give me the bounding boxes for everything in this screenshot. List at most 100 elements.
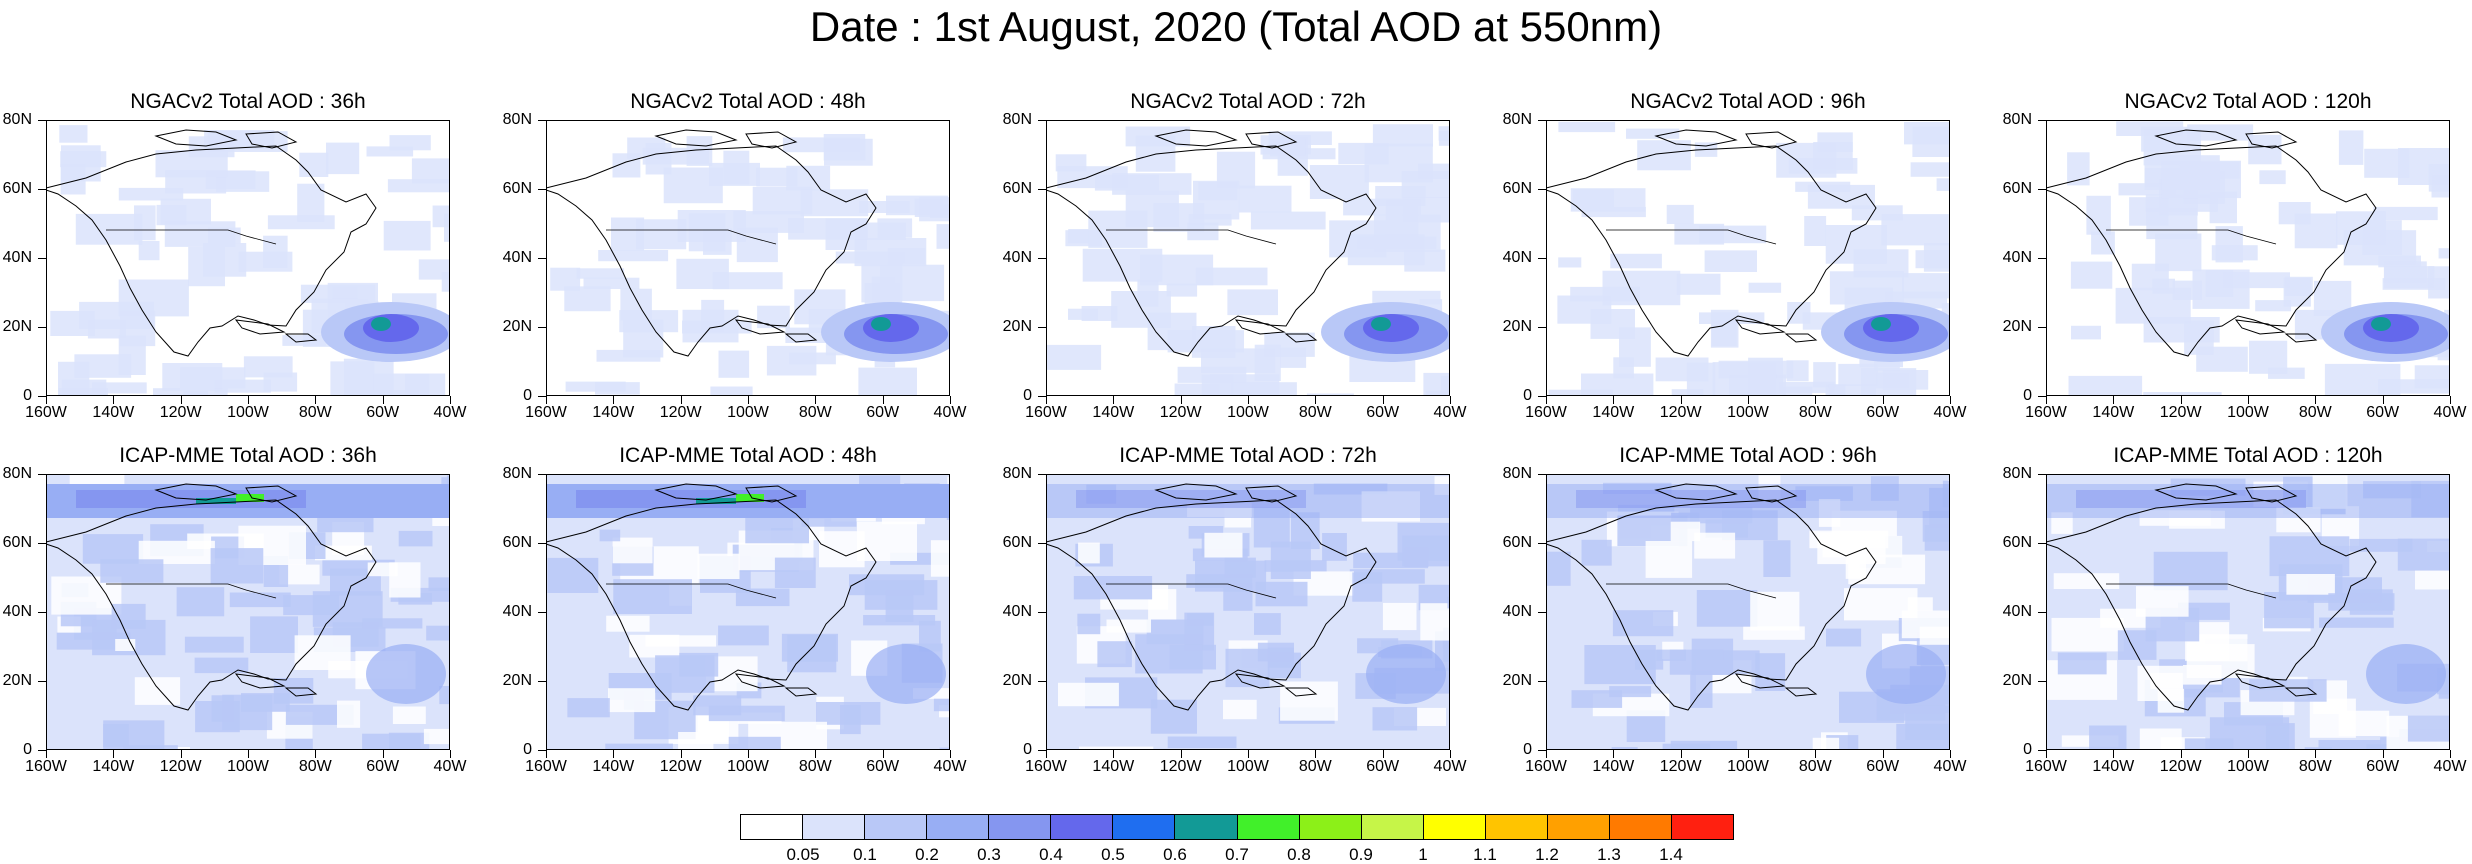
longitude-tick-label: 40W (920, 758, 980, 776)
longitude-tick (950, 396, 951, 404)
longitude-tick (546, 396, 547, 404)
longitude-tick-label: 160W (1016, 758, 1076, 776)
latitude-tick-label: 40N (500, 250, 532, 266)
latitude-tick (1038, 612, 1046, 613)
latitude-tick-label: 20N (500, 673, 532, 689)
longitude-tick (1383, 396, 1384, 404)
latitude-tick-label: 60N (2000, 181, 2032, 197)
longitude-tick-label: 40W (1420, 404, 1480, 422)
longitude-tick-label: 60W (1853, 404, 1913, 422)
latitude-tick-label: 0 (0, 742, 32, 758)
longitude-tick-label: 60W (853, 758, 913, 776)
latitude-tick (1538, 120, 1546, 121)
latitude-tick-label: 0 (2000, 742, 2032, 758)
latitude-tick (1538, 612, 1546, 613)
latitude-tick (538, 543, 546, 544)
longitude-tick (450, 396, 451, 404)
longitude-tick (1450, 750, 1451, 758)
longitude-tick-label: 40W (920, 404, 980, 422)
longitude-tick-label: 60W (1353, 758, 1413, 776)
latitude-tick-label: 80N (2000, 112, 2032, 128)
panel-title: NGACv2 Total AOD : 96h (1546, 90, 1950, 114)
colorbar-swatch (1300, 815, 1362, 839)
map-frame (46, 474, 450, 750)
longitude-tick (748, 396, 749, 404)
latitude-tick (1538, 327, 1546, 328)
colorbar-swatch (1113, 815, 1175, 839)
map-frame (1546, 120, 1950, 396)
longitude-tick-label: 40W (420, 758, 480, 776)
colorbar-label: 0.1 (835, 846, 895, 864)
longitude-tick-label: 160W (2016, 758, 2076, 776)
colorbar-label: 0.2 (897, 846, 957, 864)
map-frame (1046, 474, 1450, 750)
latitude-tick-label: 20N (1500, 319, 1532, 335)
longitude-tick (1748, 396, 1749, 404)
longitude-tick (883, 396, 884, 404)
longitude-tick-label: 120W (1651, 758, 1711, 776)
latitude-tick-label: 20N (500, 319, 532, 335)
latitude-tick (538, 396, 546, 397)
colorbar-label: 0.6 (1145, 846, 1205, 864)
longitude-tick (1181, 750, 1182, 758)
latitude-tick (38, 396, 46, 397)
colorbar-label: 0.9 (1331, 846, 1391, 864)
latitude-tick-label: 20N (2000, 319, 2032, 335)
longitude-tick-label: 80W (2285, 758, 2345, 776)
latitude-tick-label: 0 (1500, 742, 1532, 758)
longitude-tick-label: 160W (1016, 404, 1076, 422)
longitude-tick-label: 120W (2151, 758, 2211, 776)
latitude-tick-label: 60N (1000, 535, 1032, 551)
longitude-tick-label: 120W (1151, 404, 1211, 422)
longitude-tick-label: 80W (2285, 404, 2345, 422)
latitude-tick (1538, 396, 1546, 397)
latitude-tick (1038, 189, 1046, 190)
latitude-tick (1538, 258, 1546, 259)
latitude-tick-label: 20N (1000, 673, 1032, 689)
longitude-tick-label: 100W (1718, 404, 1778, 422)
latitude-tick (1538, 474, 1546, 475)
latitude-tick-label: 40N (0, 250, 32, 266)
longitude-tick (1883, 750, 1884, 758)
longitude-tick (681, 396, 682, 404)
longitude-tick-label: 160W (1516, 404, 1576, 422)
longitude-tick-label: 120W (1651, 404, 1711, 422)
longitude-tick-label: 160W (16, 758, 76, 776)
map-frame (2046, 474, 2450, 750)
latitude-tick-label: 60N (1500, 181, 1532, 197)
longitude-tick (1315, 396, 1316, 404)
longitude-tick-label: 100W (218, 404, 278, 422)
latitude-tick-label: 0 (500, 388, 532, 404)
latitude-tick-label: 40N (2000, 604, 2032, 620)
longitude-tick (815, 750, 816, 758)
longitude-tick (613, 750, 614, 758)
latitude-tick-label: 20N (2000, 673, 2032, 689)
colorbar-swatch (1238, 815, 1300, 839)
panel-title: NGACv2 Total AOD : 48h (546, 90, 950, 114)
longitude-tick (1546, 396, 1547, 404)
latitude-tick-label: 60N (500, 181, 532, 197)
longitude-tick (2450, 396, 2451, 404)
colorbar-swatch (1610, 815, 1672, 839)
panel-title: ICAP-MME Total AOD : 96h (1546, 444, 1950, 468)
latitude-tick (38, 543, 46, 544)
longitude-tick-label: 100W (718, 758, 778, 776)
colorbar-label: 0.8 (1269, 846, 1329, 864)
longitude-tick (46, 396, 47, 404)
longitude-tick-label: 120W (651, 758, 711, 776)
latitude-tick (1038, 750, 1046, 751)
latitude-tick-label: 0 (0, 388, 32, 404)
longitude-tick (1613, 396, 1614, 404)
longitude-tick (2046, 396, 2047, 404)
latitude-tick (1038, 474, 1046, 475)
map-frame (546, 120, 950, 396)
longitude-tick (681, 750, 682, 758)
latitude-tick (538, 120, 546, 121)
longitude-tick-label: 100W (218, 758, 278, 776)
latitude-tick-label: 60N (1500, 535, 1532, 551)
longitude-tick (1450, 396, 1451, 404)
latitude-tick (2038, 396, 2046, 397)
